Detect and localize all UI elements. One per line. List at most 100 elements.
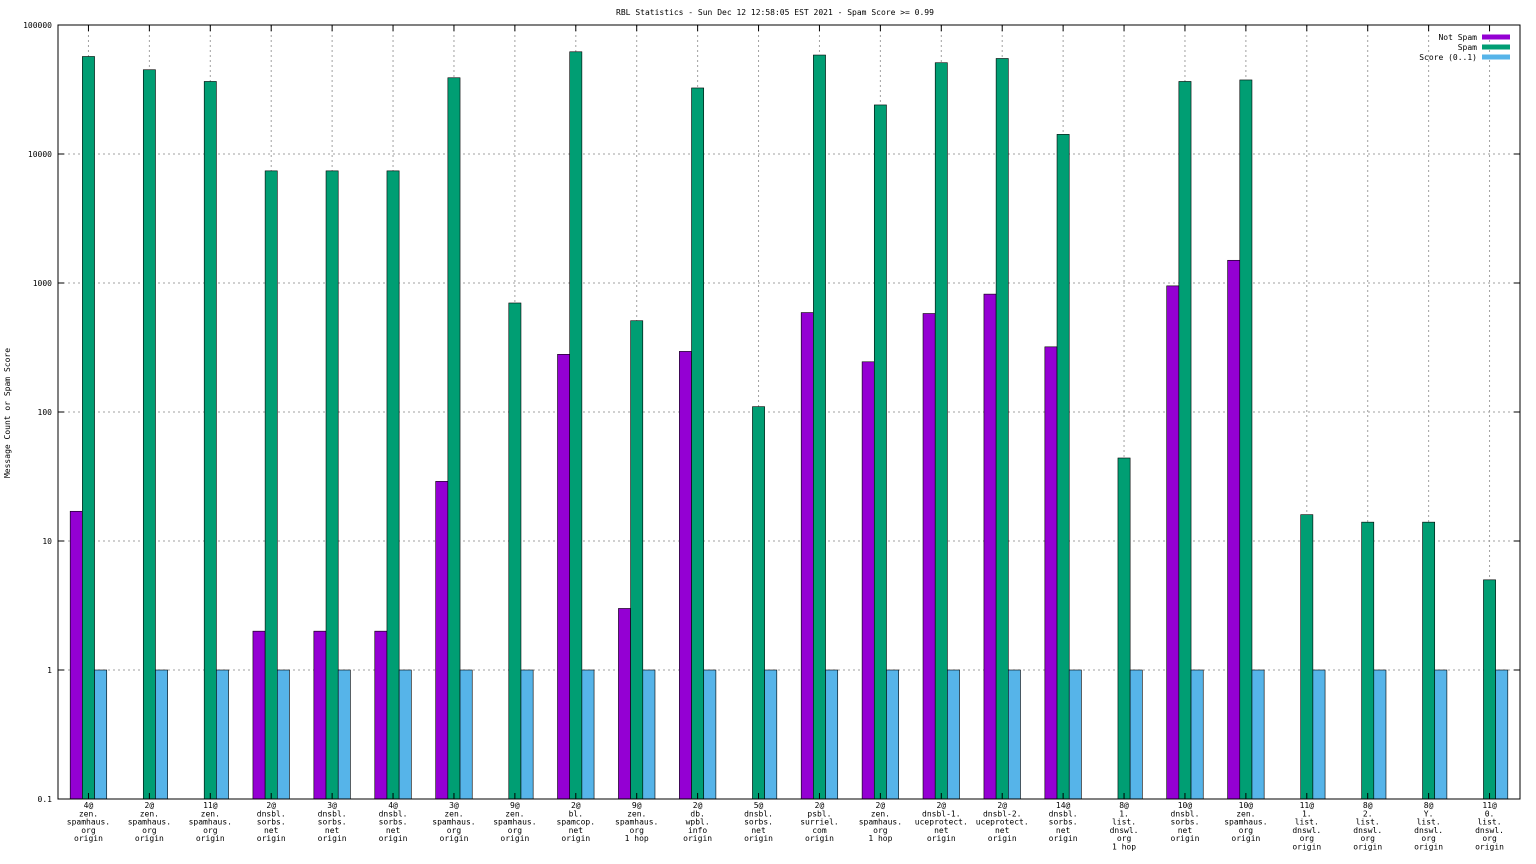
x-tick-label: 5@ dnsbl. sorbs. net origin — [744, 801, 773, 843]
x-tick-label: 11@ 1. list. dnswl. org origin — [1292, 801, 1321, 852]
x-tick-label-line: origin — [379, 834, 408, 843]
x-tick-label-line: 2@ — [571, 801, 581, 810]
x-tick-label-line: origin — [1231, 834, 1260, 843]
bar-spam — [203, 81, 217, 800]
x-tick-label-line: db. — [690, 809, 704, 818]
bar-score-0-1 — [216, 669, 229, 800]
bar-spam — [508, 302, 522, 800]
bar-not-spam — [557, 354, 570, 800]
bar-spam — [1300, 514, 1314, 800]
bar-spam — [934, 62, 948, 800]
x-tick-label: 3@ zen. spamhaus. org origin — [432, 801, 475, 843]
bar-score-0-1 — [886, 669, 899, 800]
bar-not-spam — [313, 630, 327, 800]
x-tick-label-line: org — [873, 826, 888, 835]
x-tick-label-line: 8@ — [1363, 801, 1373, 810]
bar-score-0-1 — [1190, 669, 1204, 800]
bar-not-spam — [374, 630, 388, 800]
x-tick-label-line: origin — [440, 834, 469, 843]
x-tick-label-line: spamhaus. — [128, 818, 171, 827]
x-tick-label-line: 2@ — [936, 801, 946, 810]
x-tick-label-line: psbl. — [807, 809, 831, 818]
bar-score-0-1 — [825, 669, 839, 800]
x-tick-label-line: 2@ — [815, 801, 825, 810]
y-tick-label: 1 — [47, 666, 52, 675]
bar-spam — [1056, 134, 1070, 800]
x-tick-label-line: uceprotect. — [915, 818, 968, 827]
y-tick-label: 100000 — [23, 21, 52, 30]
x-tick-label-line: net — [934, 826, 949, 835]
x-tick-label: 11@ zen. spamhaus. org origin — [189, 801, 232, 843]
bar-not-spam — [800, 312, 814, 800]
bar-score-0-1 — [1129, 669, 1143, 800]
bar-score-0-1 — [703, 669, 717, 800]
x-tick-label: 3@ dnsbl. sorbs. net origin — [318, 801, 347, 843]
bar-score-0-1 — [1373, 669, 1387, 800]
bar-not-spam — [69, 510, 83, 800]
legend-label: Score (0..1) — [1419, 53, 1477, 62]
x-tick-label-line: org — [508, 826, 523, 835]
bar-spam — [325, 170, 339, 800]
x-tick-label-line: sorbs. — [257, 818, 286, 827]
bar-not-spam — [861, 361, 875, 800]
bar-score-0-1 — [337, 669, 351, 800]
bar-score-0-1 — [1068, 669, 1082, 800]
x-tick-label-line: dnswl. — [1414, 826, 1443, 835]
bar-spam — [82, 56, 95, 800]
x-tick-label-line: origin — [196, 834, 225, 843]
x-tick-label-line: 1 hop — [625, 834, 649, 843]
x-tick-label-line: 11@ — [1482, 801, 1497, 810]
x-tick-label-line: sorbs. — [1049, 818, 1078, 827]
x-tick-label-line: origin — [1049, 834, 1078, 843]
x-tick-label-line: zen. — [627, 809, 646, 818]
chart-title: RBL Statistics - Sun Dec 12 12:58:05 EST… — [616, 8, 934, 17]
x-tick-label-line: spamhaus. — [859, 818, 902, 827]
x-tick-label-line: origin — [561, 834, 590, 843]
x-tick-label-line: 11@ — [1300, 801, 1315, 810]
x-tick-label-line: 0. — [1485, 809, 1495, 818]
x-tick-label-line: 1 hop — [868, 834, 892, 843]
y-axis-label: Message Count or Spam Score — [3, 348, 12, 478]
x-tick-label-line: origin — [500, 834, 529, 843]
x-tick-label-line: org — [1239, 826, 1254, 835]
x-tick-label: 2@ zen. spamhaus. org origin — [128, 801, 171, 843]
x-tick-label-line: 2@ — [693, 801, 703, 810]
x-tick-label-line: list. — [1356, 818, 1380, 827]
x-tick-label-line: 9@ — [632, 801, 642, 810]
x-tick-label-line: spamhaus. — [432, 818, 475, 827]
bar-score-0-1 — [94, 669, 108, 800]
bar-spam — [691, 87, 705, 800]
bar-spam — [1178, 81, 1192, 800]
x-tick-label-line: origin — [318, 834, 347, 843]
x-tick-label-line: origin — [74, 834, 103, 843]
bar-spam — [813, 54, 826, 800]
x-tick-label-line: 3@ — [327, 801, 337, 810]
legend-swatch — [1482, 34, 1510, 40]
x-tick-label-line: org — [142, 826, 157, 835]
x-tick-label-line: org — [1360, 834, 1375, 843]
x-tick-label-line: dnsbl. — [744, 809, 773, 818]
x-tick-label-line: origin — [744, 834, 773, 843]
bar-score-0-1 — [398, 669, 412, 800]
x-tick-label-line: org — [203, 826, 218, 835]
x-tick-label-line: dnsbl-2. — [983, 809, 1022, 818]
x-tick-label-line: Y. — [1424, 809, 1434, 818]
bar-score-0-1 — [1495, 669, 1509, 800]
bar-score-0-1 — [764, 669, 778, 800]
x-tick-label: 2@ dnsbl. sorbs. net origin — [257, 801, 286, 843]
x-tick-label: 2@ psbl. surriel. com origin — [800, 801, 839, 843]
y-tick-label: 0.1 — [38, 795, 53, 804]
x-tick-label-line: surriel. — [800, 818, 839, 827]
x-tick-label-line: org — [81, 826, 96, 835]
x-tick-label-line: zen. — [140, 809, 159, 818]
legend-swatch — [1482, 44, 1510, 50]
x-tick-label: 9@ zen. spamhaus. org 1 hop — [615, 801, 658, 843]
bar-score-0-1 — [1251, 669, 1265, 800]
bar-spam — [752, 406, 765, 800]
x-tick-label-line: 1. — [1119, 809, 1129, 818]
x-tick-label: 10@ zen. spamhaus. org origin — [1224, 801, 1267, 843]
x-tick-label-line: 5@ — [754, 801, 764, 810]
x-tick-label-line: 1. — [1302, 809, 1312, 818]
x-tick-label-line: origin — [683, 834, 712, 843]
x-tick-label-line: 2@ — [997, 801, 1007, 810]
